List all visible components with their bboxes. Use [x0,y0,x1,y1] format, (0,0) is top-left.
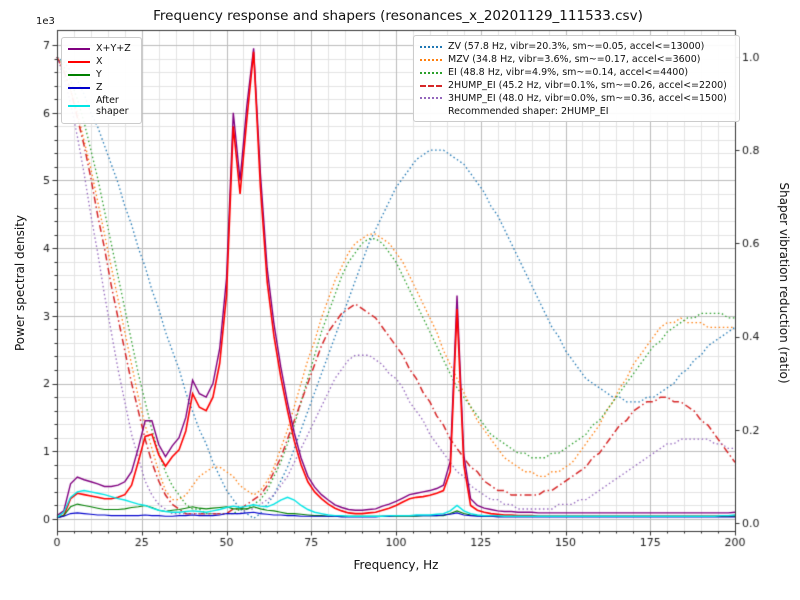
y-axis-label-left: Power spectral density [13,214,27,352]
legend-item: MZV (34.8 Hz, vibr=3.6%, sm~=0.17, accel… [420,54,732,66]
legend-label: Z [96,81,103,93]
y-axis-offset-text: 1e3 [36,16,55,27]
legend-label: MZV (34.8 Hz, vibr=3.6%, sm~=0.17, accel… [448,53,701,65]
legend-label: ZV (57.8 Hz, vibr=20.3%, sm~=0.05, accel… [448,41,705,52]
legend-swatch-x [68,60,90,63]
legend-label: 2HUMP_EI (45.2 Hz, vibr=0.1%, sm~=0.26, … [448,79,727,91]
legend-label: 3HUMP_EI (48.0 Hz, vibr=0.0%, sm~=0.36, … [448,92,727,104]
legend-swatch-zv [420,45,442,48]
x-axis-label: Frequency, Hz [353,558,439,572]
legend-swatch-y [68,73,90,76]
legend-item: Y [68,69,134,81]
recommended-shaper-note: Recommended shaper: 2HUMP_EI [448,106,609,118]
legend-swatch-mzv [420,58,442,61]
legend-swatch-after-shaper [68,105,90,108]
legend-label: X [96,55,103,67]
legend-item: ZV (57.8 Hz, vibr=20.3%, sm~=0.05, accel… [420,41,732,53]
legend-swatch-ei [420,71,442,74]
legend-label: EI (48.8 Hz, vibr=4.9%, sm~=0.14, accel<… [448,66,689,78]
legend-item: 3HUMP_EI (48.0 Hz, vibr=0.0%, sm~=0.36, … [420,93,732,105]
legend-item: X+Y+Z [68,43,134,55]
legend-item: EI (48.8 Hz, vibr=4.9%, sm~=0.14, accel<… [420,67,732,79]
legend-item: X [68,56,134,68]
chart-title: Frequency response and shapers (resonanc… [153,8,643,24]
legend-label: Y [96,68,102,80]
legend-swatch-2hump-ei [420,84,442,87]
legend-item: Z [68,82,134,94]
legend-swatch-xyz [68,47,90,50]
y-axis-label-right: Shaper vibration reduction (ratio) [777,182,791,384]
legend-label: After shaper [96,94,129,118]
legend-item: After shaper [68,95,134,119]
legend-label: X+Y+Z [96,43,131,54]
legend-swatch-z [68,86,90,89]
legend-item: 2HUMP_EI (45.2 Hz, vibr=0.1%, sm~=0.26, … [420,80,732,92]
psd-legend: X+Y+Z X Y Z After shaper [61,37,142,125]
shaper-legend: ZV (57.8 Hz, vibr=20.3%, sm~=0.05, accel… [413,35,740,123]
legend-swatch-3hump-ei [420,97,442,100]
